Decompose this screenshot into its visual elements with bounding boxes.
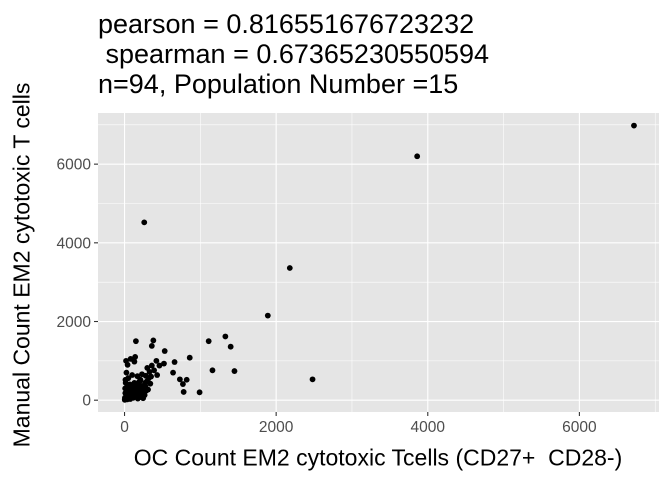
y-tick-label: 2000 [57,314,92,331]
data-point [132,354,139,360]
x-tick-label: 6000 [562,419,597,436]
data-point [170,369,176,376]
data-point [153,357,160,364]
data-point [227,343,234,350]
chart-title-line-1: pearson = 0.816551676723232 [98,9,475,39]
data-point [122,376,129,383]
data-point [414,153,421,160]
data-point [222,333,229,340]
data-point [139,371,145,378]
data-point [161,360,167,367]
y-axis: 0 2000 4000 6000 [57,157,98,410]
data-point [123,357,129,364]
x-tick-label: 0 [120,419,129,436]
data-point [180,381,186,387]
x-tick-label: 4000 [411,419,446,436]
data-point [183,376,190,383]
data-point [136,378,143,385]
data-point [133,338,139,345]
data-point [231,368,238,374]
x-axis-title: OC Count EM2 cytotoxic Tcells (CD27+ CD2… [133,444,623,471]
data-point [148,373,154,380]
data-point [148,343,155,349]
data-point [205,338,212,345]
data-point [150,337,157,344]
data-point [122,385,129,392]
data-point [123,369,130,376]
data-point [156,362,163,369]
chart-title-line-3: n=94, Population Number =15 [98,69,459,99]
data-point [127,355,134,362]
data-points [121,122,637,403]
data-point [309,376,316,383]
data-point [264,312,271,319]
data-point [171,359,178,365]
data-point [154,372,161,378]
x-axis: 0 2000 4000 6000 [120,412,597,436]
plot-panel [98,113,659,412]
data-point [145,386,151,393]
data-point [144,365,151,371]
data-point [286,265,293,271]
data-point [631,122,637,129]
y-tick-label: 6000 [57,157,92,174]
chart-title-line-2: spearman = 0.67365230550594 [98,39,490,69]
data-point [141,219,148,226]
major-gridlines [98,113,659,412]
data-point [121,396,128,403]
data-point [147,380,154,387]
x-tick-label: 2000 [259,419,294,436]
data-point [134,373,141,380]
y-tick-label: 0 [82,393,91,410]
data-point [148,362,155,369]
data-point [180,389,187,395]
data-point [186,354,193,361]
data-point [196,389,203,396]
y-tick-label: 4000 [57,235,92,252]
data-point [161,348,168,354]
y-axis-title: Manual Count EM2 cytotoxic T cells [8,82,35,448]
minor-gridlines [98,113,659,412]
data-point [209,367,216,374]
data-point [151,367,158,374]
data-point [176,376,183,383]
